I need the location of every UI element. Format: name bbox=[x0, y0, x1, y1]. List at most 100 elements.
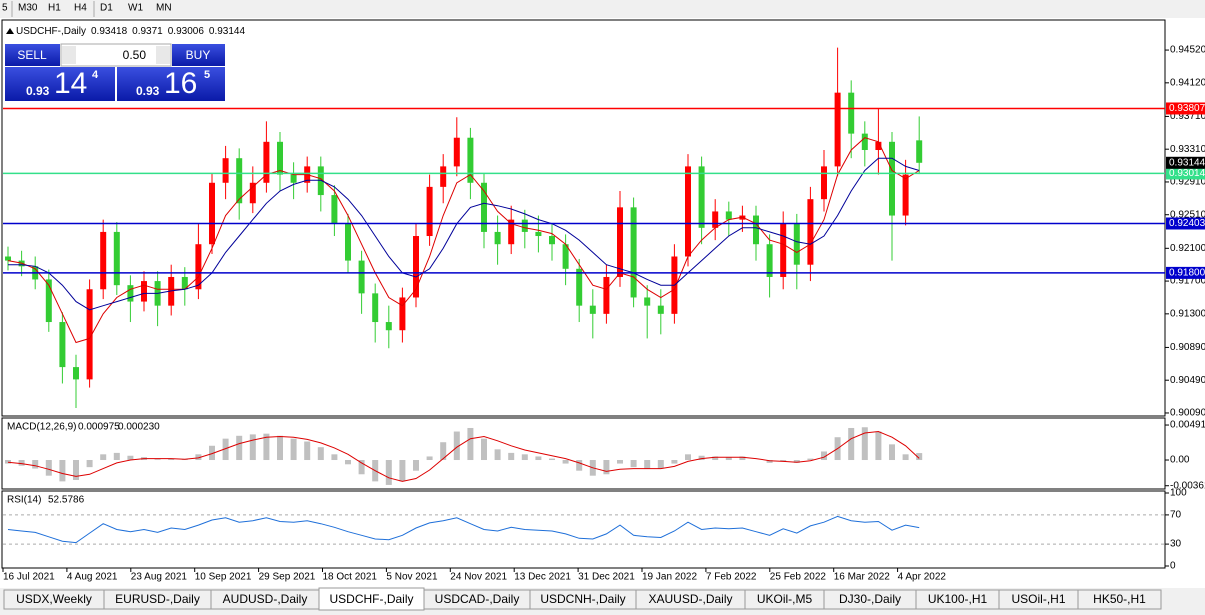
y-tick-label: 70 bbox=[1170, 510, 1182, 521]
header-value: 0.9371 bbox=[132, 26, 163, 37]
x-tick-label: 13 Dec 2021 bbox=[514, 572, 571, 583]
timeframe-button[interactable]: H4 bbox=[74, 3, 87, 14]
macd-bar bbox=[603, 460, 610, 475]
y-tick-label: 0.93710 bbox=[1170, 111, 1205, 122]
lot-input[interactable] bbox=[60, 43, 172, 67]
macd-bar bbox=[549, 458, 555, 461]
candle-body bbox=[549, 236, 555, 245]
current-price-box bbox=[1166, 156, 1205, 169]
candle-body bbox=[725, 211, 732, 220]
macd-bar bbox=[644, 460, 651, 469]
macd-bar bbox=[426, 456, 433, 461]
sell-label: SELL bbox=[17, 48, 47, 62]
buy-price-main: 0.93 bbox=[136, 84, 160, 98]
macd-bar bbox=[657, 460, 664, 469]
macd-bar bbox=[698, 455, 705, 461]
macd-bar bbox=[290, 438, 297, 461]
macd-bar bbox=[45, 460, 52, 476]
macd-bar bbox=[481, 438, 487, 461]
y-tick-label: -0.00361 bbox=[1170, 480, 1205, 491]
y-tick-label: 0 bbox=[1170, 561, 1176, 572]
macd-bar bbox=[154, 459, 161, 461]
macd-bar bbox=[617, 460, 623, 464]
lot-down[interactable] bbox=[62, 46, 76, 64]
candle-body bbox=[685, 166, 691, 257]
macd-bar bbox=[535, 456, 542, 461]
candle-body bbox=[657, 305, 664, 314]
macd-bar bbox=[345, 460, 351, 465]
candle-body bbox=[617, 207, 623, 277]
lot-value: 0.50 bbox=[123, 48, 147, 62]
candle-body bbox=[45, 279, 52, 323]
tab[interactable] bbox=[1077, 589, 1162, 610]
candle-body bbox=[644, 297, 651, 306]
header-value: 0.93144 bbox=[209, 26, 246, 37]
macd-bar bbox=[317, 447, 324, 461]
macd-bar bbox=[263, 433, 270, 461]
x-tick-label: 19 Jan 2022 bbox=[642, 572, 697, 583]
tab-label: XAUUSD-,Daily bbox=[648, 592, 732, 606]
sell-button[interactable] bbox=[5, 44, 60, 66]
tab-label: UK100-,H1 bbox=[928, 592, 988, 606]
lot-up[interactable] bbox=[156, 46, 170, 64]
y-tick-label: 0.90890 bbox=[1170, 342, 1205, 353]
macd-bar bbox=[331, 454, 338, 461]
macd-bar bbox=[59, 460, 66, 482]
x-tick-label: 29 Sep 2021 bbox=[259, 572, 316, 583]
timeframe-button[interactable]: D1 bbox=[100, 3, 113, 14]
macd-bar bbox=[739, 456, 746, 461]
candle-body bbox=[385, 322, 392, 331]
macd-bar bbox=[127, 455, 134, 461]
macd-signal bbox=[7, 430, 920, 482]
y-tick-label: 0.91700 bbox=[1170, 276, 1205, 287]
y-tick-label: 0.90090 bbox=[1170, 408, 1205, 419]
y-tick-label: 0.90490 bbox=[1170, 375, 1205, 386]
candle-body bbox=[263, 141, 270, 183]
tab-label: HK50-,H1 bbox=[1093, 592, 1146, 606]
macd-bar bbox=[780, 460, 787, 462]
macd-bar bbox=[73, 460, 79, 480]
macd-bar bbox=[277, 435, 283, 461]
x-tick-label: 25 Feb 2022 bbox=[770, 572, 827, 583]
y-tick-label: 100 bbox=[1170, 488, 1187, 499]
macd-bar bbox=[861, 427, 868, 461]
level-label-box bbox=[1166, 167, 1205, 180]
timeframe-button[interactable]: M30 bbox=[18, 3, 38, 14]
candle-body bbox=[249, 182, 256, 204]
timeframe-button[interactable]: 5 bbox=[2, 3, 8, 14]
candle-body bbox=[372, 293, 379, 323]
timeframe-button[interactable]: H1 bbox=[48, 3, 61, 14]
candle-body bbox=[277, 141, 283, 175]
buy-button[interactable] bbox=[172, 44, 225, 66]
buy-price-pips: 16 bbox=[164, 67, 197, 100]
tab-label: USOil-,H1 bbox=[1011, 592, 1065, 606]
chart-header: USDCHF-,Daily 0.93418 0.9371 0.93006 0.93144 bbox=[16, 26, 245, 37]
candle-body bbox=[100, 231, 107, 290]
candle-body bbox=[834, 92, 841, 167]
candle-body bbox=[453, 137, 460, 167]
macd-bar bbox=[358, 460, 365, 475]
macd-panel bbox=[1, 417, 1166, 490]
candle-body bbox=[127, 285, 134, 302]
macd-bar bbox=[875, 431, 882, 461]
macd-bar bbox=[725, 457, 732, 461]
macd-label: MACD(12,26,9) bbox=[7, 422, 76, 433]
macd-value: 0.000975 bbox=[78, 422, 120, 433]
sell-price-point: 4 bbox=[92, 69, 99, 81]
timeframe-button[interactable]: MN bbox=[156, 3, 172, 14]
timeframe-button[interactable]: W1 bbox=[128, 3, 143, 14]
level-label-box bbox=[1166, 266, 1205, 279]
candle-body bbox=[236, 158, 243, 204]
candle-body bbox=[331, 195, 338, 224]
candle-body bbox=[562, 244, 569, 269]
candle-body bbox=[848, 92, 855, 134]
x-tick-label: 4 Aug 2021 bbox=[67, 572, 118, 583]
collapse-arrow bbox=[6, 28, 14, 34]
candle-body bbox=[113, 231, 120, 286]
macd-bar bbox=[209, 445, 215, 461]
sell-price[interactable] bbox=[5, 67, 115, 101]
macd-bar bbox=[100, 454, 107, 461]
macd-bar bbox=[807, 458, 814, 461]
buy-label: BUY bbox=[186, 48, 211, 62]
buy-price[interactable] bbox=[117, 67, 225, 101]
